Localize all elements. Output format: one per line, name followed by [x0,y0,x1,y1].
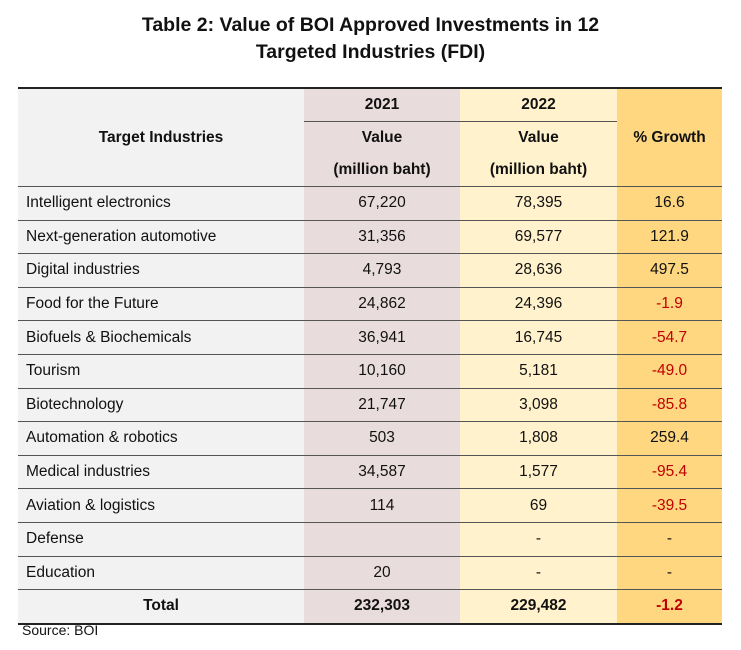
value-2022-cell: 28,636 [460,253,617,288]
value-2022-cell: 16,745 [460,320,617,355]
industry-cell: Biotechnology [18,387,304,422]
header-row-years: Target Industries 2021 2022 % Growth [18,87,722,187]
title-line-2: Targeted Industries (FDI) [255,41,486,63]
header-year-2021: 2021 [304,87,460,122]
growth-cell: - [617,521,722,557]
table-row: Next-generation automotive 31,356 69,577 12… [18,219,722,254]
value-2021-cell: 20 [304,555,460,590]
total-row: Total 232,303 229,482 -1.2 [18,589,722,625]
value-2021-cell [304,521,460,557]
value-2022-cell: 78,395 [460,186,617,221]
value-2022-cell: 5,181 [460,353,617,389]
value-2021-cell: 24,862 [304,286,460,321]
header-row-value: Value Value [18,121,722,154]
growth-cell: 259.4 [617,421,722,456]
value-2021-cell: 36,941 [304,320,460,355]
table-row: Medical industries 34,587 1,577 -95.4 [18,454,722,489]
industry-cell: Next-generation automotive [18,219,304,254]
table-row: Biotechnology 21,747 3,098 -85.8 [18,387,722,422]
table-row: Defense - - [18,521,722,557]
header-growth: % Growth [617,87,722,187]
table-row: Tourism 10,160 5,181 -49.0 [18,353,722,389]
source-note: Source: BOI [22,622,99,638]
value-2021-cell: 10,160 [304,353,460,389]
value-2022-cell: 3,098 [460,387,617,422]
header-industries: Target Industries [18,87,304,187]
value-2022-cell: 24,396 [460,286,617,321]
growth-cell: -1.9 [617,286,722,321]
industry-cell: Defense [18,521,304,557]
table-row: Food for the Future 24,862 24,396 -1.9 [18,286,722,321]
industry-cell: Education [18,555,304,590]
industry-cell: Tourism [18,353,304,389]
value-2021-cell: 31,356 [304,219,460,254]
table-row: Aviation & logistics 114 69 -39.5 [18,488,722,523]
total-growth: -1.2 [617,589,722,625]
value-2021-cell: 114 [304,488,460,523]
industry-cell: Medical industries [18,454,304,489]
industry-cell: Digital industries [18,253,304,288]
table-row: Intelligent electronics 67,220 78,395 16.6 [18,186,722,221]
industry-cell: Aviation & logistics [18,488,304,523]
value-2022-cell: 1,577 [460,454,617,489]
growth-cell: -39.5 [617,488,722,523]
growth-cell: -49.0 [617,353,722,389]
table-title: Table 2: Value of BOI Approved Investmen… [0,12,741,66]
industry-cell: Biofuels & Biochemicals [18,320,304,355]
value-2022-cell: 1,808 [460,421,617,456]
header-unit-2021: (million baht) [304,154,460,187]
header-value-2021: Value [304,121,460,154]
table-row: Education 20- - [18,555,722,590]
value-2022-cell: 69 [460,488,617,523]
growth-cell: -54.7 [617,320,722,355]
value-2021-cell: 67,220 [304,186,460,221]
value-2021-cell: 21,747 [304,387,460,422]
total-2021: 232,303 [304,589,460,625]
industry-cell: Food for the Future [18,286,304,321]
investment-table: Target Industries 2021 2022 % Growth Val… [18,87,722,625]
table-row: Digital industries 4,793 28,636 497.5 [18,253,722,288]
value-2022-cell: - [460,521,617,557]
header-year-2022: 2022 [460,87,617,122]
growth-cell: 121.9 [617,219,722,254]
header-value-2022: Value [460,121,617,154]
industry-cell: Automation & robotics [18,421,304,456]
table-row: Biofuels & Biochemicals 36,941 16,745 -54.7 [18,320,722,355]
growth-cell: -95.4 [617,454,722,489]
industry-cell: Intelligent electronics [18,186,304,221]
header-row-unit: (million baht) (million baht) [18,154,722,187]
growth-cell: 16.6 [617,186,722,221]
growth-cell: -85.8 [617,387,722,422]
value-2021-cell: 503 [304,421,460,456]
total-label: Total [18,589,304,625]
header-unit-2022: (million baht) [460,154,617,187]
growth-cell: - [617,555,722,590]
title-line-1: Table 2: Value of BOI Approved Investmen… [141,14,600,36]
growth-cell: 497.5 [617,253,722,288]
value-2021-cell: 34,587 [304,454,460,489]
value-2022-cell: - [460,555,617,590]
table-row: Automation & robotics 503 1,808 259.4 [18,421,722,456]
value-2022-cell: 69,577 [460,219,617,254]
value-2021-cell: 4,793 [304,253,460,288]
total-2022: 229,482 [460,589,617,625]
